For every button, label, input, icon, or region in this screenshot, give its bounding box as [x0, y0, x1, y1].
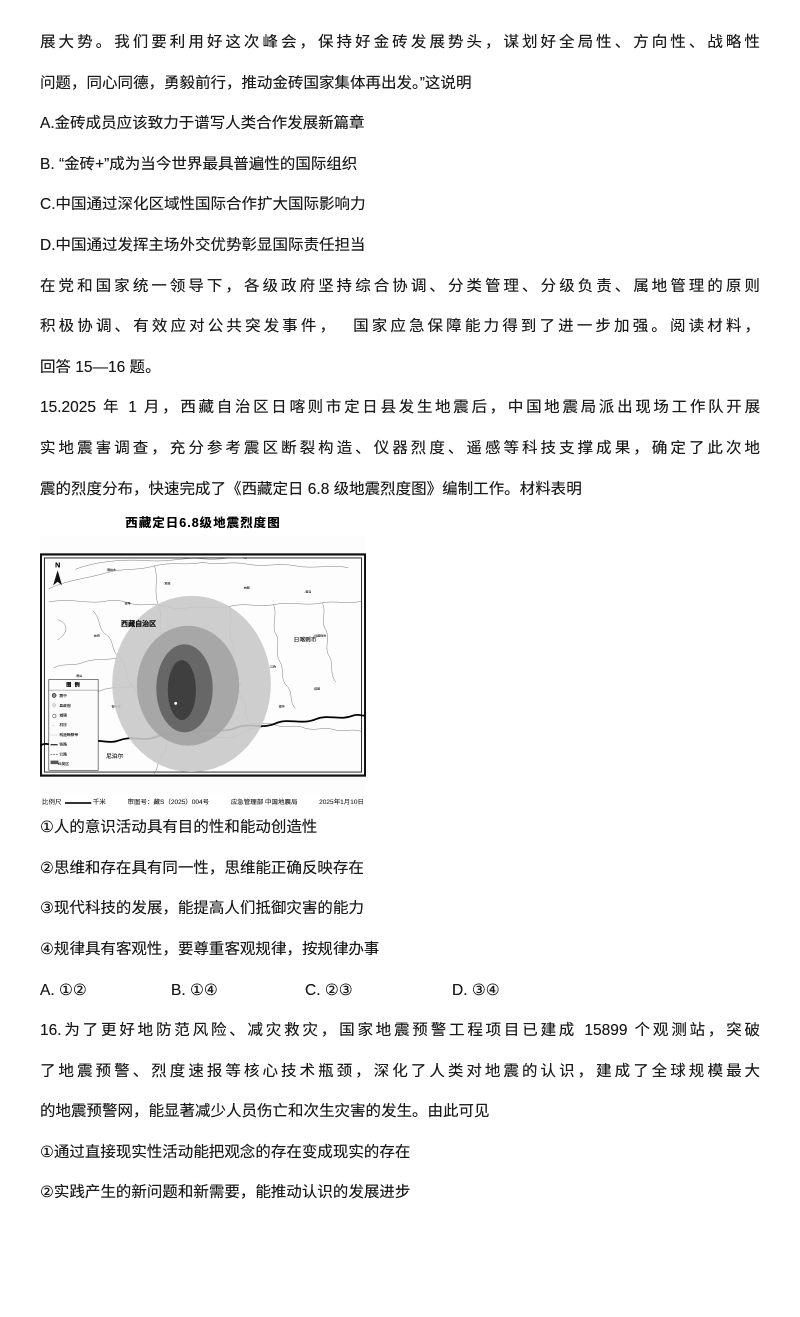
svg-text:Ⅺ度区: Ⅺ度区: [58, 761, 70, 766]
svg-text:〇: 〇: [52, 714, 56, 719]
svg-text:公路: 公路: [59, 751, 67, 756]
svg-text:县政府: 县政府: [59, 703, 71, 708]
svg-text:铁路: 铁路: [59, 742, 67, 747]
svg-text:构造断裂带: 构造断裂带: [59, 732, 78, 737]
svg-text:N: N: [55, 563, 60, 570]
svg-text:·仲巴: ·仲巴: [93, 633, 100, 638]
svg-text:·吉隆: ·吉隆: [124, 602, 131, 606]
svg-text:·普兰: ·普兰: [75, 674, 82, 678]
svg-text:尼泊尔: 尼泊尔: [106, 753, 123, 760]
svg-text:村庄: 村庄: [59, 722, 67, 727]
svg-text:图 例: 图 例: [66, 682, 81, 689]
svg-text:·: ·: [52, 723, 53, 728]
svg-text:·错那: ·错那: [313, 687, 320, 691]
svg-text:·定结: ·定结: [163, 582, 170, 586]
svg-text:·康马: ·康马: [304, 590, 311, 594]
svg-text:城镇: 城镇: [59, 713, 67, 718]
svg-text:·白朗: ·白朗: [243, 586, 250, 590]
svg-text:·江孜: ·江孜: [269, 665, 276, 669]
svg-text:·亚东: ·亚东: [278, 705, 285, 709]
svg-text:西藏自治区: 西藏自治区: [121, 619, 156, 628]
svg-text:震中: 震中: [59, 694, 67, 698]
svg-text:日喀则市: 日喀则市: [294, 637, 317, 644]
svg-text:·聂拉木: ·聂拉木: [106, 567, 116, 572]
